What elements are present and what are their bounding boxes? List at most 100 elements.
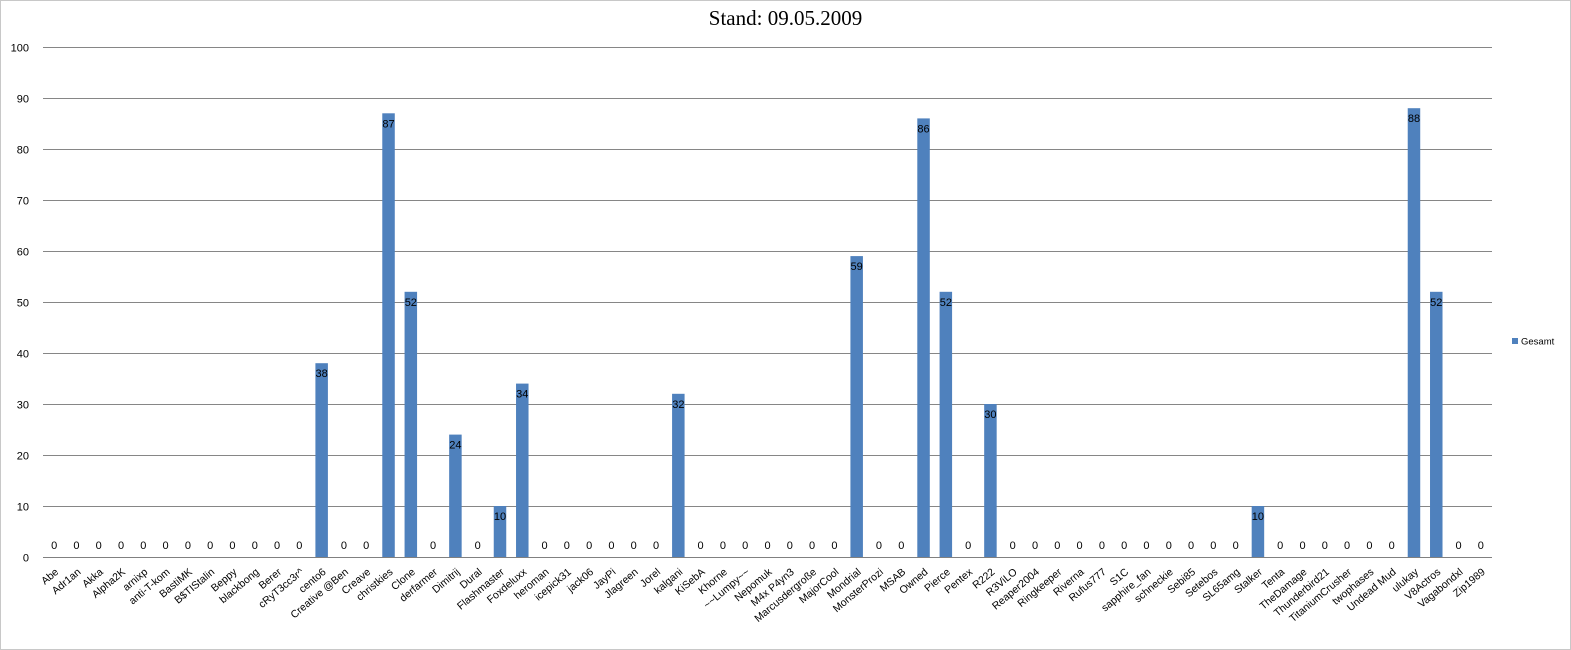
data-label: 0 [876,540,882,552]
data-label: 0 [140,540,146,552]
data-label: 87 [382,118,394,130]
data-label: 0 [1077,540,1083,552]
bar [672,393,685,557]
data-label: 0 [185,540,191,552]
data-label: 0 [1099,540,1105,552]
bar [1251,506,1265,557]
data-label: 0 [1455,540,1461,552]
y-tick-label: 90 [17,94,29,106]
data-label: 0 [542,540,548,552]
data-label: 0 [163,540,169,552]
y-tick-label: 80 [17,145,29,157]
bar [516,383,529,557]
data-label: 38 [316,368,328,380]
data-label: 0 [1121,540,1127,552]
data-label: 0 [965,540,971,552]
data-label: 10 [494,511,506,523]
bar [1407,108,1421,557]
chart-title: Stand: 09.05.2009 [708,6,863,30]
bar [984,404,997,557]
bars [315,108,1443,558]
data-label: 24 [449,440,461,452]
data-label: 10 [1252,511,1264,523]
data-label: 88 [1408,113,1420,125]
data-label: 0 [363,540,369,552]
data-label: 0 [51,540,57,552]
data-label: 0 [1299,540,1305,552]
y-tick-label: 20 [17,451,29,463]
data-label: 0 [1277,540,1283,552]
data-label: 0 [586,540,592,552]
data-label: 0 [1210,540,1216,552]
data-label: 0 [1233,540,1239,552]
y-tick-label: 100 [11,43,29,55]
data-label: 0 [1032,540,1038,552]
data-label: 0 [653,540,659,552]
data-label: 0 [564,540,570,552]
data-label: 0 [831,540,837,552]
bar [917,118,930,558]
data-label: 0 [1344,540,1350,552]
data-label: 0 [720,540,726,552]
data-label: 52 [405,297,417,309]
data-label: 34 [516,389,528,401]
data-label: 0 [118,540,124,552]
bar [493,506,507,557]
data-label: 0 [742,540,748,552]
data-label: 59 [851,261,863,273]
data-label: 0 [698,540,704,552]
data-label: 0 [430,540,436,552]
data-label: 52 [1430,297,1442,309]
data-label: 0 [274,540,280,552]
y-tick-label: 30 [17,400,29,412]
data-label: 0 [1366,540,1372,552]
bar [1430,291,1443,557]
data-label: 0 [809,540,815,552]
y-tick-label: 0 [23,553,29,565]
y-tick-label: 60 [17,247,29,259]
data-label: 0 [764,540,770,552]
data-label: 0 [1322,540,1328,552]
data-label: 86 [917,123,929,135]
bar [449,434,462,557]
data-label: 0 [608,540,614,552]
data-label: 0 [1166,540,1172,552]
data-label: 0 [1478,540,1484,552]
data-label: 0 [475,540,481,552]
data-label: 0 [1054,540,1060,552]
bar [850,256,863,557]
y-tick-label: 70 [17,196,29,208]
bar [315,363,328,557]
data-label: 0 [252,540,258,552]
bar [382,113,395,558]
data-label: 0 [296,540,302,552]
data-label: 0 [207,540,213,552]
data-label: 32 [672,399,684,411]
data-label: 52 [940,297,952,309]
legend-label: Gesamt [1521,337,1555,348]
data-label: 0 [1389,540,1395,552]
y-tick-label: 40 [17,349,29,361]
data-label: 0 [787,540,793,552]
data-label: 0 [898,540,904,552]
data-labels: 0 0 0 0 0 0 0 0 0 0 0 0 38 0 0 87 52 0 24 0 10 34 0 0 0 0 0 0 32 0 0 0 0… [51,113,1484,552]
legend-swatch [1512,338,1518,344]
data-label: 0 [631,540,637,552]
data-label: 30 [984,409,996,421]
legend: Gesamt [1512,337,1555,348]
gridlines [43,47,1492,558]
data-label: 0 [1188,540,1194,552]
data-label: 0 [1143,540,1149,552]
y-tick-label: 10 [17,502,29,514]
data-label: 0 [73,540,79,552]
data-label: 0 [96,540,102,552]
y-axis-ticks: 0 10 20 30 40 50 60 70 80 90 100 [11,43,29,565]
data-label: 0 [341,540,347,552]
bar [404,291,418,557]
data-label: 0 [1010,540,1016,552]
bar [939,291,953,557]
x-axis-labels: AbeAdr1anAkkaAlpha2Karnixpanti-T-komBast… [39,566,1488,625]
y-tick-label: 50 [17,298,29,310]
